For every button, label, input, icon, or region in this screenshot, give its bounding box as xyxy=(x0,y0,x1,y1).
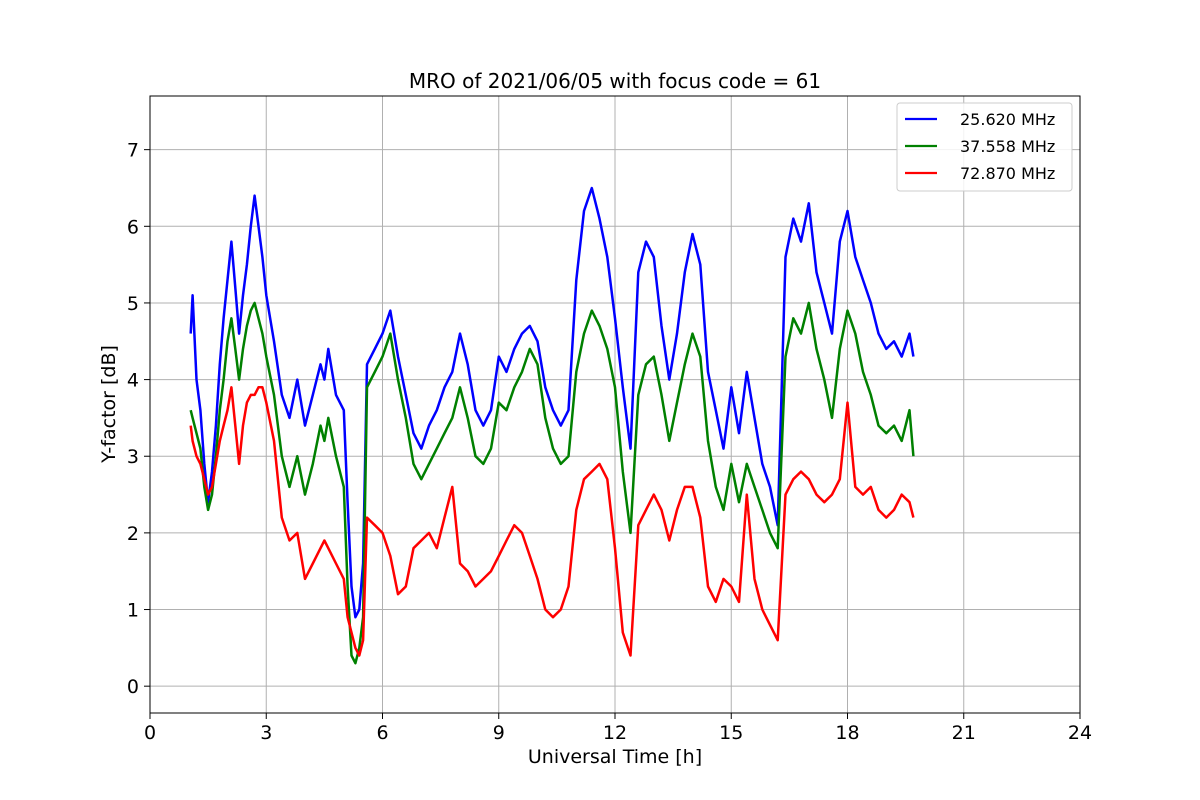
y-tick-label: 4 xyxy=(127,370,139,392)
y-tick-label: 3 xyxy=(127,446,139,468)
series-line-3 xyxy=(189,386,915,657)
legend-label: 37.558 MHz xyxy=(960,137,1055,156)
x-tick-label: 12 xyxy=(603,722,627,744)
legend-box xyxy=(896,102,1073,192)
y-tick-label: 2 xyxy=(127,523,139,545)
y-axis-title: Y-factor [dB] xyxy=(98,345,120,464)
x-tick-label: 21 xyxy=(952,722,976,744)
x-tick-label: 18 xyxy=(835,722,859,744)
y-tick-label: 5 xyxy=(127,293,139,315)
chart-title: MRO of 2021/06/05 with focus code = 61 xyxy=(409,69,821,93)
x-tick-label: 0 xyxy=(144,722,156,744)
x-axis-ticks: 0 3 6 9 12 15 18 21 24 xyxy=(144,713,1092,744)
x-tick-label: 9 xyxy=(493,722,505,744)
y-tick-label: 7 xyxy=(127,140,139,162)
x-tick-label: 24 xyxy=(1068,722,1092,744)
legend-label: 25.620 MHz xyxy=(960,110,1055,129)
y-axis-ticks: 0 1 2 3 4 5 6 7 xyxy=(127,140,150,698)
legend: 25.620 MHz 37.558 MHz 72.870 MHz xyxy=(896,102,1073,192)
series-layer xyxy=(189,186,915,665)
x-tick-label: 6 xyxy=(376,722,388,744)
x-tick-label: 3 xyxy=(260,722,272,744)
y-tick-label: 6 xyxy=(127,216,139,238)
x-tick-label: 15 xyxy=(719,722,743,744)
y-tick-label: 1 xyxy=(127,600,139,622)
legend-label: 72.870 MHz xyxy=(960,164,1055,183)
x-axis-title: Universal Time [h] xyxy=(528,746,702,768)
y-tick-label: 0 xyxy=(127,676,139,698)
series-line-2 xyxy=(189,301,915,665)
